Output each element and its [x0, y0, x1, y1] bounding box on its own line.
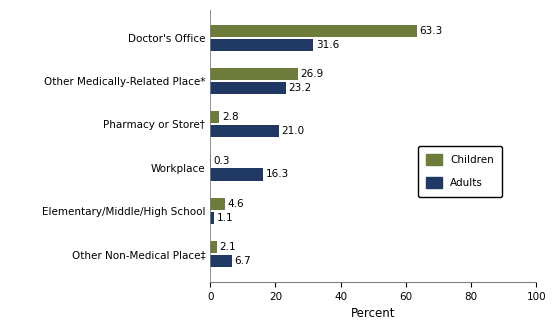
Text: 63.3: 63.3 [419, 26, 442, 36]
Bar [210, 39, 313, 51]
Text: 2.8: 2.8 [222, 113, 238, 122]
X-axis label: Percent: Percent [351, 307, 395, 320]
Bar [210, 112, 220, 123]
Bar [210, 169, 263, 180]
Bar [210, 82, 286, 94]
Text: 0.3: 0.3 [213, 156, 230, 166]
Text: 6.7: 6.7 [234, 256, 251, 266]
Text: 26.9: 26.9 [300, 69, 324, 79]
Text: 16.3: 16.3 [266, 170, 289, 179]
Text: 4.6: 4.6 [228, 199, 244, 209]
Bar [210, 25, 416, 37]
Text: 2.1: 2.1 [220, 242, 236, 252]
Bar [210, 154, 211, 167]
Text: 23.2: 23.2 [289, 83, 312, 93]
Text: 31.6: 31.6 [316, 40, 339, 50]
Text: 1.1: 1.1 [216, 213, 233, 223]
Bar [210, 198, 225, 210]
Bar [210, 255, 232, 267]
Bar [210, 241, 217, 253]
Text: 21.0: 21.0 [281, 126, 304, 136]
Legend: Children, Adults: Children, Adults [418, 146, 502, 196]
Bar [210, 125, 279, 137]
Bar [210, 212, 213, 224]
Bar [210, 68, 298, 80]
